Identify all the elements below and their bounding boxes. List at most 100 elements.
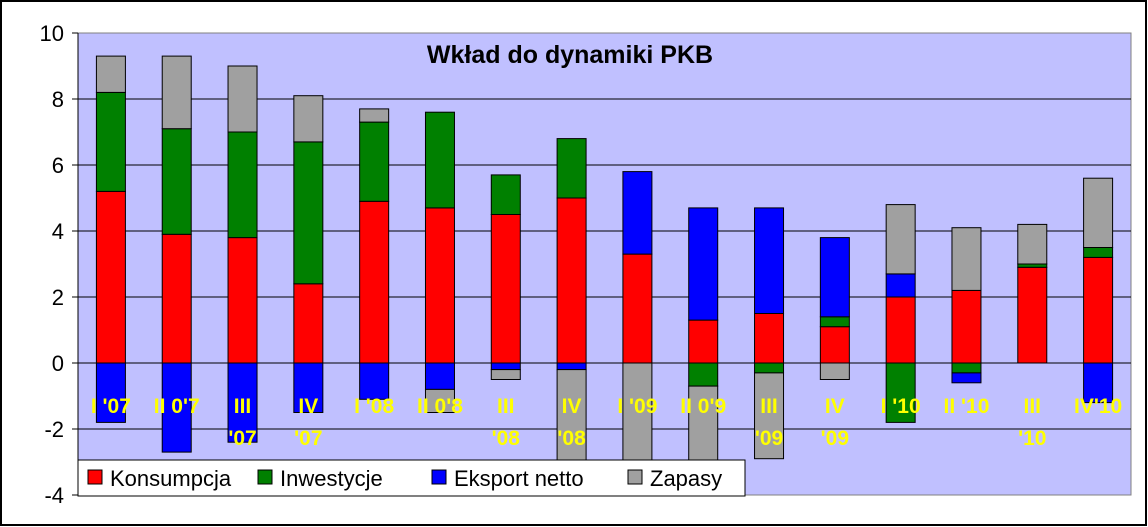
- bar-segment: [227, 237, 258, 364]
- legend-swatch: [627, 469, 643, 485]
- legend: Konsumpcja Inwestycje Eksport netto Zapasy: [77, 459, 746, 497]
- bar-segment: [161, 233, 192, 364]
- y-tick-label: 10: [40, 21, 64, 46]
- x-tick-label: IV'10: [1074, 395, 1122, 418]
- bar-segment: [819, 237, 850, 318]
- bar-segment: [754, 372, 785, 460]
- bar-segment: [359, 121, 390, 202]
- x-tick-label: IV: [562, 395, 582, 418]
- x-tick-label: I '10: [881, 395, 921, 418]
- bar-segment: [1017, 266, 1048, 364]
- x-tick-label: IV: [298, 395, 318, 418]
- bar-segment: [556, 362, 587, 371]
- y-tick-label: -4: [44, 483, 64, 508]
- x-tick-label: II 0'9: [680, 395, 726, 418]
- bar-segment: [490, 174, 521, 215]
- bar-segment: [819, 316, 850, 328]
- x-tick-label: III: [497, 395, 515, 418]
- bar-segment: [95, 55, 126, 93]
- x-axis-labels: I '07 II 0'7 III '07 IV '07 I '08 II 0'8 III '08 I…: [91, 395, 1122, 450]
- bar-segment: [1083, 362, 1114, 404]
- bar-segment: [161, 55, 192, 130]
- bar-segment: [819, 326, 850, 364]
- bar-segment: [1083, 256, 1114, 364]
- x-tick-label: II 0'8: [417, 395, 463, 418]
- y-axis: 10 8 6 4 2 0 -2 -4: [40, 21, 79, 508]
- bar-segment: [556, 138, 587, 199]
- x-tick-label: III: [760, 395, 778, 418]
- bar-segment: [95, 190, 126, 364]
- bar-segment: [424, 207, 455, 364]
- bar-segment: [227, 65, 258, 133]
- bar-segment: [885, 296, 916, 364]
- bar-segment: [359, 200, 390, 364]
- x-tick-label: II '10: [944, 395, 990, 418]
- bar-segment: [1017, 223, 1048, 265]
- y-tick-label: 6: [52, 153, 64, 178]
- x-tick-label: '08: [492, 427, 521, 450]
- bars: [78, 55, 1131, 476]
- bar-segment: [951, 362, 982, 374]
- bar-segment: [819, 362, 850, 380]
- chart-title: Wkład do dynamiki PKB: [427, 41, 713, 69]
- bar-segment: [95, 91, 126, 192]
- x-tick-label: '07: [228, 427, 256, 450]
- bar-segment: [754, 207, 785, 314]
- x-tick-label: '09: [821, 427, 849, 450]
- bar-segment: [688, 207, 719, 321]
- x-tick-label: I '09: [617, 395, 657, 418]
- y-tick-label: 8: [52, 87, 64, 112]
- bar-segment: [688, 362, 719, 387]
- bar-segment: [359, 362, 390, 400]
- x-tick-label: '07: [294, 427, 322, 450]
- bar-segment: [95, 362, 126, 423]
- bar-segment: [424, 111, 455, 209]
- bar-segment: [227, 131, 258, 239]
- bar-segment: [293, 141, 324, 285]
- y-tick-label: 4: [52, 219, 64, 244]
- x-tick-label: III: [1024, 395, 1042, 418]
- y-tick-label: -2: [44, 417, 64, 442]
- bar-segment: [622, 171, 653, 255]
- bar-segment: [754, 362, 785, 374]
- bar-segment: [951, 289, 982, 364]
- bar-segment: [885, 273, 916, 298]
- legend-label: Zapasy: [650, 466, 722, 491]
- bar-segment: [293, 283, 324, 364]
- bar-segment: [622, 362, 653, 466]
- x-tick-label: II 0'7: [154, 395, 200, 418]
- bar-segment: [951, 227, 982, 291]
- bar-segment: [754, 313, 785, 364]
- legend-swatch: [87, 469, 103, 485]
- bar-segment: [885, 204, 916, 275]
- bar-segment: [885, 362, 916, 423]
- bar-segment: [490, 362, 521, 371]
- legend-label: Inwestycje: [280, 466, 383, 491]
- x-tick-label: '10: [1018, 427, 1046, 450]
- bar-segment: [622, 253, 653, 364]
- bar-segment: [490, 369, 521, 381]
- x-tick-label: IV: [825, 395, 845, 418]
- legend-swatch: [431, 469, 447, 485]
- y-tick-label: 0: [52, 351, 64, 376]
- y-tick-label: 2: [52, 285, 64, 310]
- bar-segment: [951, 372, 982, 384]
- bar-segment: [1083, 247, 1114, 258]
- legend-swatch: [257, 469, 273, 485]
- legend-label: Eksport netto: [454, 466, 584, 491]
- bar-segment: [490, 214, 521, 364]
- bar-segment: [424, 388, 455, 413]
- bar-segment: [227, 362, 258, 443]
- legend-label: Konsumpcja: [110, 466, 232, 491]
- x-tick-label: '09: [755, 427, 783, 450]
- bar-segment: [688, 319, 719, 364]
- bar-segment: [293, 95, 324, 143]
- bar-segment: [359, 108, 390, 123]
- bar-segment: [556, 369, 587, 476]
- x-tick-label: I '08: [354, 395, 394, 418]
- bar-segment: [161, 128, 192, 235]
- x-tick-label: '08: [557, 427, 586, 450]
- bar-segment: [1083, 177, 1114, 248]
- bar-segment: [556, 197, 587, 364]
